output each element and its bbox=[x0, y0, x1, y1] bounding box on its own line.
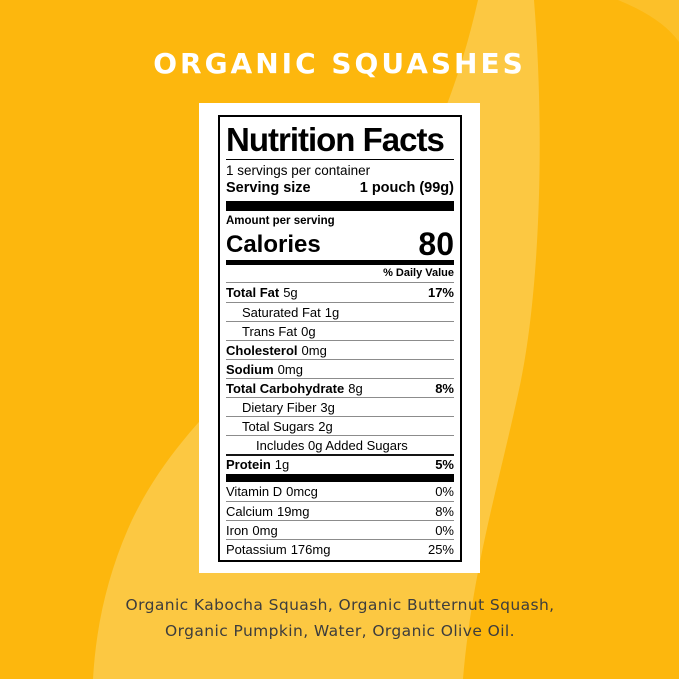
nutrient-name: Protein 1g bbox=[226, 457, 290, 472]
nutrient-amount: 1g bbox=[324, 304, 340, 320]
nutrient-row-total-sugars: Total Sugars 2g bbox=[226, 416, 454, 435]
nutrition-facts-title: Nutrition Facts bbox=[226, 121, 445, 158]
nutrient-amount: 8g bbox=[348, 380, 363, 396]
daily-value-header: % Daily Value bbox=[226, 266, 454, 283]
nutrient-name: Total Carbohydrate 8g bbox=[226, 380, 363, 396]
nutrient-row-total-carbohydrate: Total Carbohydrate 8g 8% bbox=[226, 378, 454, 397]
calories-row: Calories 80 bbox=[226, 226, 454, 262]
nutrient-daily-value: 0% bbox=[435, 484, 454, 499]
serving-size-row: Serving size 1 pouch (99g) bbox=[226, 179, 454, 198]
divider-medium bbox=[226, 260, 454, 265]
nutrient-row-sodium: Sodium 0mg bbox=[226, 359, 454, 378]
serving-size-value: 1 pouch (99g) bbox=[359, 180, 454, 196]
nutrient-name: Total Fat 5g bbox=[226, 285, 298, 300]
divider-thick bbox=[226, 474, 454, 482]
page-title: ORGANIC SQUASHES bbox=[153, 47, 526, 80]
nutrient-name: Vitamin D 0mcg bbox=[226, 484, 318, 499]
nutrient-daily-value: 17% bbox=[427, 285, 454, 300]
nutrient-row-total-fat: Total Fat 5g 17% bbox=[226, 283, 454, 302]
nutrient-amount: 0mcg bbox=[286, 484, 318, 499]
nutrient-row-iron: Iron 0mg 0% bbox=[226, 520, 454, 539]
nutrient-name: Cholesterol 0mg bbox=[226, 342, 327, 358]
nutrient-amount: 0mg bbox=[301, 342, 327, 358]
nutrient-name: Dietary Fiber 3g bbox=[242, 399, 335, 415]
nutrient-amount: 176mg bbox=[290, 541, 331, 557]
divider-thin bbox=[226, 159, 454, 160]
nutrient-amount: 19mg bbox=[276, 503, 310, 519]
nutrient-amount: 5g bbox=[283, 285, 298, 300]
nutrient-name: Sodium 0mg bbox=[226, 361, 303, 377]
nutrient-amount: 3g bbox=[320, 399, 335, 415]
nutrient-daily-value: 8% bbox=[435, 380, 454, 396]
nutrient-amount: 2g bbox=[318, 418, 333, 434]
nutrition-panel: Nutrition Facts 1 servings per container… bbox=[199, 103, 480, 573]
nutrient-name: Total Sugars 2g bbox=[242, 418, 333, 434]
nutrient-amount: 1g bbox=[274, 457, 290, 472]
nutrient-row-saturated-fat: Saturated Fat 1g bbox=[226, 302, 454, 321]
calories-label: Calories bbox=[226, 231, 321, 258]
nutrient-row-vitamin-d: Vitamin D 0mcg 0% bbox=[226, 482, 454, 501]
nutrient-row-cholesterol: Cholesterol 0mg bbox=[226, 340, 454, 359]
nutrient-amount: 0g bbox=[301, 323, 316, 339]
nutrient-name: Potassium 176mg bbox=[226, 541, 331, 557]
nutrient-row-protein: Protein 1g 5% bbox=[226, 454, 454, 473]
nutrient-name: Calcium 19mg bbox=[226, 503, 310, 519]
nutrition-facts-box: Nutrition Facts 1 servings per container… bbox=[218, 115, 462, 562]
corner-highlight bbox=[618, 0, 679, 42]
nutrient-name: Saturated Fat 1g bbox=[242, 304, 340, 320]
serving-size-label: Serving size bbox=[226, 180, 311, 196]
calories-value: 80 bbox=[418, 226, 454, 262]
nutrient-row-dietary-fiber: Dietary Fiber 3g bbox=[226, 397, 454, 416]
nutrient-amount: 0mg bbox=[252, 522, 278, 538]
nutrient-amount: 0mg bbox=[277, 361, 303, 377]
nutrient-daily-value: 8% bbox=[435, 503, 454, 519]
nutrient-rows: Total Fat 5g 17% Saturated Fat 1g Trans Fat 0g… bbox=[226, 283, 454, 558]
divider-thick bbox=[226, 201, 454, 211]
servings-per-container: 1 servings per container bbox=[226, 163, 371, 178]
nutrient-row-potassium: Potassium 176mg 25% bbox=[226, 539, 454, 558]
nutrient-row-includes-0g-added-sugars: Includes 0g Added Sugars bbox=[226, 435, 454, 454]
nutrient-row-trans-fat: Trans Fat 0g bbox=[226, 321, 454, 340]
nutrient-name: Iron 0mg bbox=[226, 522, 278, 538]
nutrient-daily-value: 25% bbox=[427, 541, 454, 557]
nutrient-name: Includes 0g Added Sugars bbox=[256, 437, 408, 453]
nutrient-name: Trans Fat 0g bbox=[242, 323, 316, 339]
nutrient-daily-value: 5% bbox=[435, 457, 454, 472]
amount-per-serving: Amount per serving bbox=[226, 215, 335, 227]
nutrient-daily-value: 0% bbox=[435, 522, 454, 538]
ingredients-text: Organic Kabocha Squash, Organic Butternu… bbox=[125, 596, 555, 640]
nutrient-row-calcium: Calcium 19mg 8% bbox=[226, 501, 454, 520]
